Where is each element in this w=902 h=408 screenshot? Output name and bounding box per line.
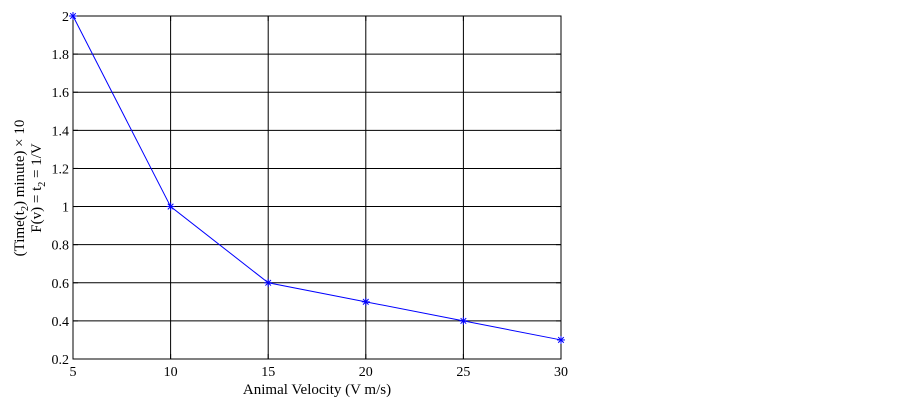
y-tick-label: 1.6 xyxy=(52,86,70,101)
y-axis-title: (Time(t2) minute) × 10 F(v) = t2 = 1/V xyxy=(12,120,48,257)
series-line xyxy=(72,15,562,341)
x-tick-label: 10 xyxy=(164,365,178,380)
x-tick-label: 15 xyxy=(261,365,275,380)
data-point-marker xyxy=(69,12,77,20)
data-point-marker xyxy=(459,316,468,325)
x-tick-label: 25 xyxy=(456,365,470,380)
y-tick-label: 0.6 xyxy=(52,277,70,292)
grid-lines xyxy=(72,15,562,360)
x-axis-title: Animal Velocity (V m/s) xyxy=(243,382,391,398)
data-point-marker xyxy=(264,278,273,287)
y-tick-label: 2 xyxy=(62,10,69,25)
data-series xyxy=(69,12,565,344)
x-tick-label: 20 xyxy=(359,365,373,380)
data-point-marker xyxy=(557,335,565,344)
data-point-marker xyxy=(166,202,175,211)
y-tick-label: 1 xyxy=(62,201,69,216)
y-axis-title-line1: (Time(t2) minute) × 10 xyxy=(12,120,31,257)
x-tick-label: 30 xyxy=(554,365,568,380)
data-point-marker xyxy=(361,297,370,306)
y-tick-label: 0.2 xyxy=(52,353,70,368)
axis-ticks: 5 10 15 20 25 30 0.2 0.4 0.6 0.8 1 1.2 1.4 1.6 1.8 2 xyxy=(52,10,569,380)
plot-area-frame xyxy=(72,15,562,360)
x-tick-label: 5 xyxy=(70,365,77,380)
y-tick-label: 0.8 xyxy=(52,239,70,254)
y-tick-label: 1.4 xyxy=(52,124,70,139)
y-axis-title-line2: F(v) = t2 = 1/V xyxy=(29,143,48,233)
y-tick-label: 0.4 xyxy=(52,315,70,330)
y-tick-label: 1.8 xyxy=(52,48,70,63)
y-tick-label: 1.2 xyxy=(52,162,70,177)
